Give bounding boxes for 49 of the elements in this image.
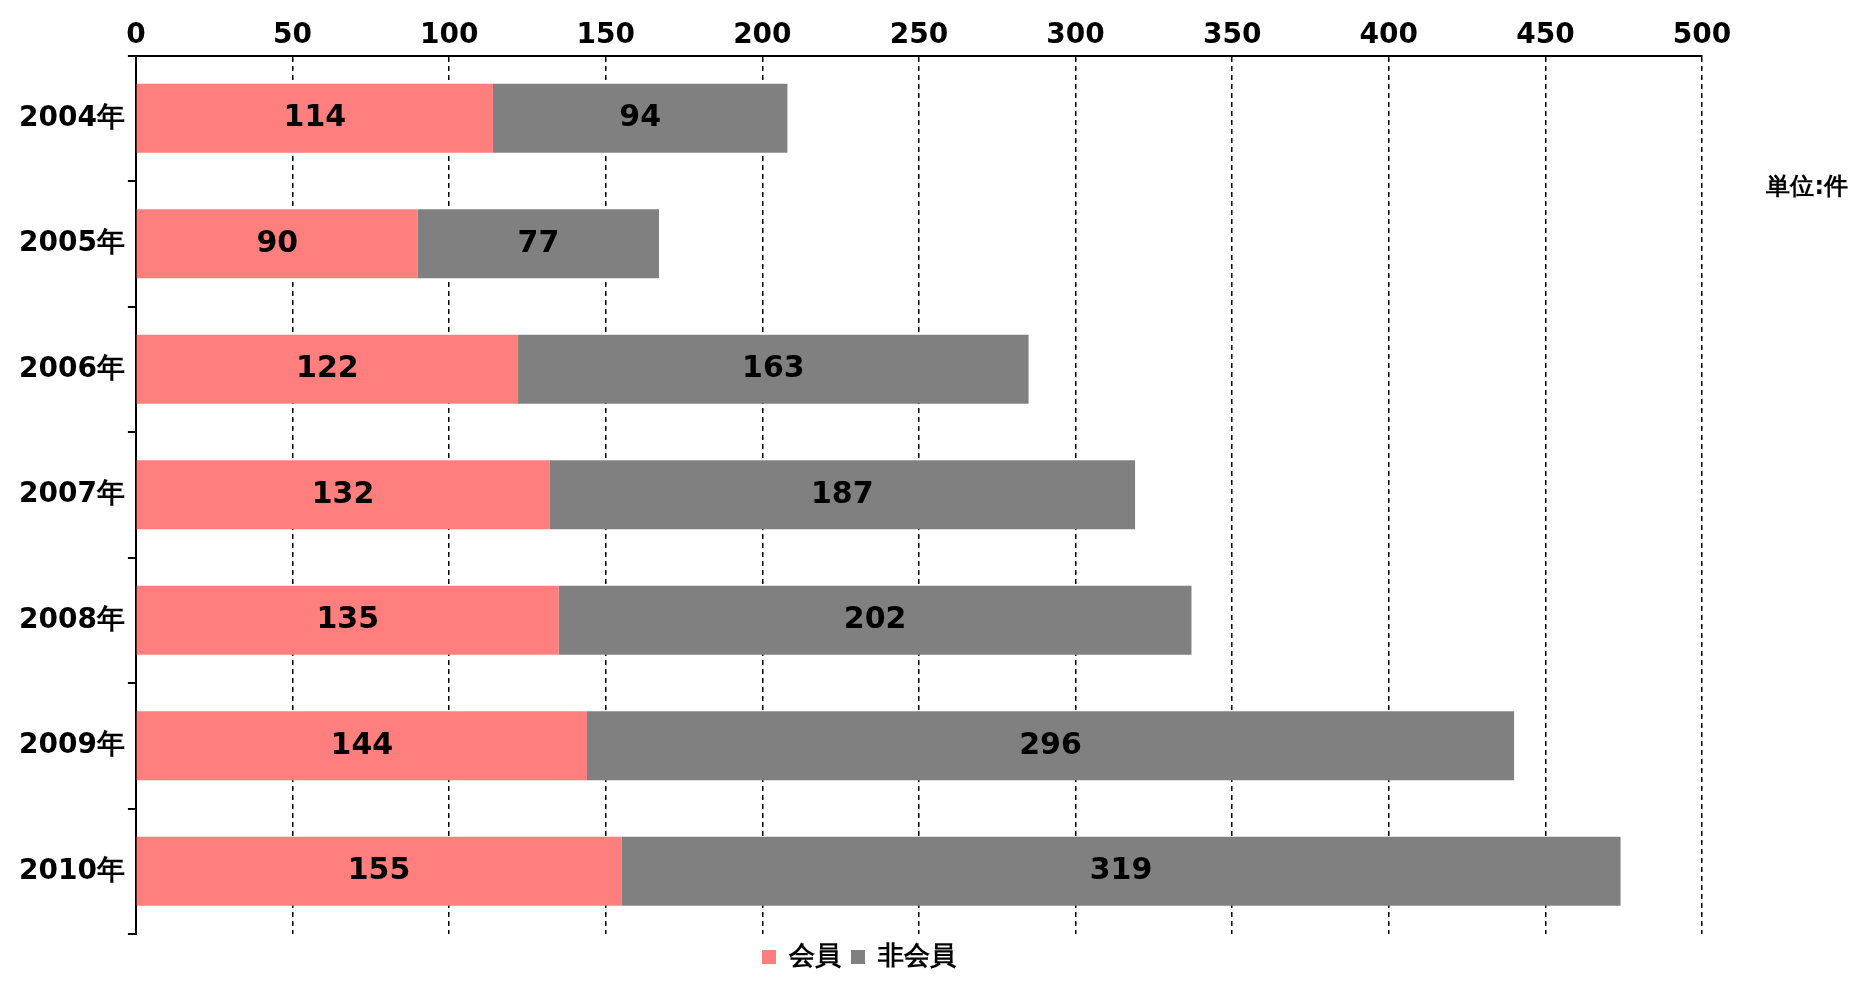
bar [558, 585, 1192, 655]
bar [136, 209, 418, 279]
bar [136, 460, 550, 530]
y-tick-label: 2008年 [18, 601, 125, 635]
data-label: 90 [256, 223, 299, 259]
x-tick-label: 250 [889, 17, 949, 51]
data-label: 135 [316, 600, 380, 636]
y-tick-label: 2004年 [18, 99, 125, 133]
bar [492, 83, 788, 153]
bar [586, 711, 1515, 781]
x-tick-label: 150 [576, 17, 635, 51]
data-label: 132 [311, 474, 375, 510]
x-tick-label: 350 [1202, 17, 1262, 51]
y-tick-label: 2005年 [18, 225, 125, 259]
data-label: 155 [347, 851, 411, 887]
data-label: 114 [283, 98, 347, 134]
data-label: 202 [843, 600, 907, 636]
data-label: 296 [1019, 725, 1082, 761]
data-label: 163 [742, 349, 805, 385]
data-label: 319 [1089, 851, 1153, 887]
x-tick-label: 100 [419, 17, 479, 51]
bar [136, 711, 587, 781]
bar [621, 836, 1621, 906]
legend-label: 非会員 [877, 939, 956, 970]
bar [417, 209, 659, 279]
data-label: 122 [296, 349, 359, 385]
x-tick-label: 50 [273, 17, 313, 51]
bar [518, 334, 1029, 404]
data-label: 187 [810, 474, 874, 510]
x-tick-label: 450 [1516, 17, 1575, 51]
bar [136, 334, 519, 404]
y-tick-label: 2006年 [18, 350, 125, 384]
data-label: 94 [619, 98, 662, 134]
x-tick-label: 0 [126, 17, 146, 51]
bar [136, 83, 493, 153]
y-tick-label: 2009年 [18, 727, 125, 761]
data-label: 144 [330, 725, 394, 761]
data-label: 77 [517, 223, 560, 259]
y-tick-label: 2007年 [18, 476, 125, 510]
x-tick-label: 200 [733, 17, 792, 51]
x-tick-label: 500 [1672, 17, 1732, 51]
text: 単位:件 [1765, 172, 1848, 201]
bar [136, 585, 559, 655]
y-tick-label: 2010年 [18, 852, 125, 886]
bar [136, 836, 622, 906]
bar [549, 460, 1136, 530]
legend-label: 会員 [788, 939, 841, 970]
x-tick-label: 300 [1046, 17, 1105, 51]
x-tick-label: 400 [1359, 17, 1419, 51]
